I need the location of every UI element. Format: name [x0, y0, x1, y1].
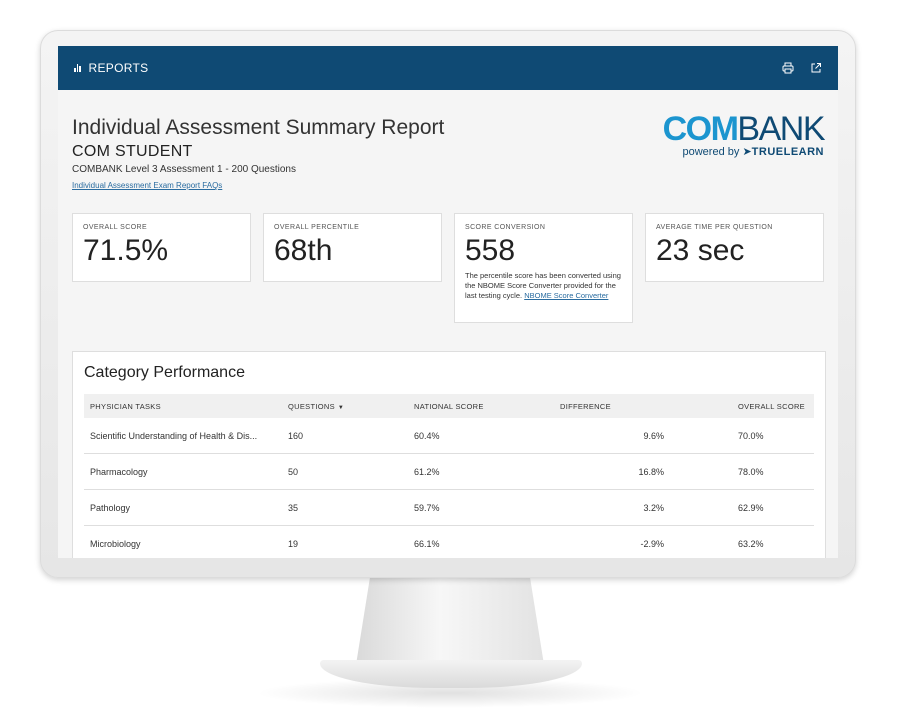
overall-score-card: OVERALL SCORE 71.5%: [72, 213, 251, 282]
external-link-icon[interactable]: [810, 62, 822, 74]
logo-com: COM: [662, 110, 739, 148]
truelearn-arrow-icon: ➤: [742, 146, 752, 158]
table-header-row: PHYSICIAN TASKS QUESTIONS ▼ NATIONAL SCOR…: [84, 394, 814, 418]
logo-truelearn: TRUELEARN: [751, 146, 824, 158]
table-row[interactable]: Microbiology 19 66.1% -2.9% 63.2%: [84, 525, 814, 558]
table-row[interactable]: Pathology 35 59.7% 3.2% 62.9%: [84, 489, 814, 526]
cell-national-score: 60.4%: [408, 418, 554, 454]
note-text: The percentile score has been converted …: [465, 271, 621, 300]
col-questions-label: QUESTIONS: [288, 401, 335, 411]
monitor-stand-neck: [355, 576, 545, 671]
reports-label: REPORTS: [88, 61, 149, 75]
card-label: OVERALL SCORE: [83, 224, 148, 231]
average-time-card: AVERAGE TIME PER QUESTION 23 sec: [645, 213, 824, 282]
cell-difference: 9.6%: [554, 418, 732, 454]
section-title: Category Performance: [84, 364, 245, 381]
card-value: 71.5%: [83, 234, 169, 267]
print-icon[interactable]: [782, 62, 794, 74]
card-label: OVERALL PERCENTILE: [274, 224, 360, 231]
table-row[interactable]: Pharmacology 50 61.2% 16.8% 78.0%: [84, 453, 814, 490]
cell-overall-score: 78.0%: [732, 453, 814, 490]
col-national-score[interactable]: NATIONAL SCORE: [408, 394, 554, 418]
stat-cards: OVERALL SCORE 71.5% OVERALL PERCENTILE 6…: [72, 213, 824, 323]
combank-logo: COMBANK powered by ➤TRUELEARN: [662, 110, 826, 158]
cell-questions: 160: [282, 418, 408, 454]
bar-chart-icon: [74, 64, 81, 72]
cell-task: Pathology: [84, 489, 282, 526]
top-bar: REPORTS: [58, 46, 838, 90]
header-actions: [782, 62, 822, 74]
overall-percentile-card: OVERALL PERCENTILE 68th: [263, 213, 442, 282]
cell-task: Microbiology: [84, 525, 282, 558]
cell-task: Pharmacology: [84, 453, 282, 490]
table-row[interactable]: Scientific Understanding of Health & Dis…: [84, 418, 814, 454]
faq-link[interactable]: Individual Assessment Exam Report FAQs: [72, 181, 223, 190]
card-label: AVERAGE TIME PER QUESTION: [656, 224, 773, 231]
cell-questions: 50: [282, 453, 408, 490]
score-conversion-note: The percentile score has been converted …: [465, 271, 622, 301]
col-physician-tasks[interactable]: PHYSICIAN TASKS: [84, 394, 282, 418]
cell-overall-score: 70.0%: [732, 418, 814, 454]
cell-difference: 3.2%: [554, 489, 732, 526]
cell-national-score: 61.2%: [408, 453, 554, 490]
cell-task: Scientific Understanding of Health & Dis…: [84, 418, 282, 454]
card-value: 68th: [274, 234, 333, 267]
logo-powered-by: powered by: [682, 146, 740, 158]
report-header: Individual Assessment Summary Report COM…: [58, 90, 838, 216]
logo-bank: BANK: [737, 110, 825, 148]
col-questions[interactable]: QUESTIONS ▼: [282, 394, 408, 418]
card-value: 23 sec: [656, 234, 745, 267]
card-label: SCORE CONVERSION: [465, 224, 546, 231]
cell-overall-score: 63.2%: [732, 525, 814, 558]
cell-questions: 19: [282, 525, 408, 558]
category-performance-panel: Category Performance PHYSICIAN TASKS QUE…: [72, 351, 826, 558]
exam-name: COMBANK Level 3 Assessment 1 - 200 Quest…: [72, 164, 296, 175]
col-overall-score[interactable]: OVERALL SCORE: [732, 394, 814, 418]
col-difference[interactable]: DIFFERENCE: [554, 394, 732, 418]
reports-nav[interactable]: REPORTS: [74, 61, 148, 75]
card-value: 558: [465, 234, 516, 267]
score-conversion-card: SCORE CONVERSION 558 The percentile scor…: [454, 213, 633, 323]
cell-questions: 35: [282, 489, 408, 526]
category-table: PHYSICIAN TASKS QUESTIONS ▼ NATIONAL SCOR…: [84, 394, 814, 558]
cell-overall-score: 62.9%: [732, 489, 814, 526]
page-title: Individual Assessment Summary Report: [72, 116, 445, 139]
nbome-converter-link[interactable]: NBOME Score Converter: [524, 291, 609, 300]
cell-difference: 16.8%: [554, 453, 732, 490]
cell-national-score: 59.7%: [408, 489, 554, 526]
cell-difference: -2.9%: [554, 525, 732, 558]
sort-desc-icon: ▼: [337, 404, 345, 411]
app-screen: REPORTS Individual Assessment Summary Re…: [58, 46, 838, 558]
student-name: COM STUDENT: [72, 143, 193, 160]
cell-national-score: 66.1%: [408, 525, 554, 558]
